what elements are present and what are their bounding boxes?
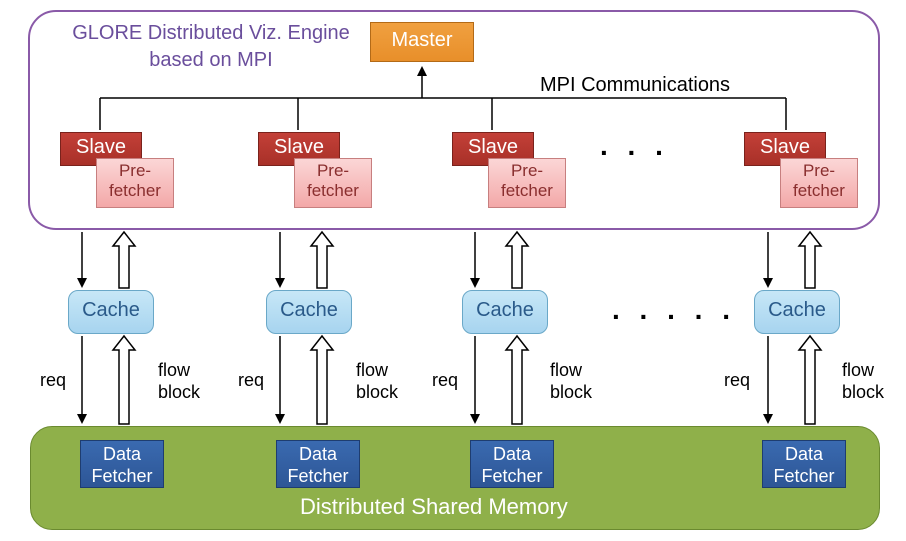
flow-block-label: flowblock xyxy=(550,360,592,403)
data-fetcher-node: DataFetcher xyxy=(762,440,846,488)
data-fetcher-node: DataFetcher xyxy=(276,440,360,488)
data-fetcher-node: DataFetcher xyxy=(80,440,164,488)
data-fetcher-node: DataFetcher xyxy=(470,440,554,488)
flow-block-label: flowblock xyxy=(356,360,398,403)
flow-block-label: flowblock xyxy=(158,360,200,403)
dsm-label: Distributed Shared Memory xyxy=(300,494,568,520)
req-label: req xyxy=(724,370,750,391)
req-label: req xyxy=(238,370,264,391)
req-label: req xyxy=(40,370,66,391)
req-label: req xyxy=(432,370,458,391)
flow-block-label: flowblock xyxy=(842,360,884,403)
